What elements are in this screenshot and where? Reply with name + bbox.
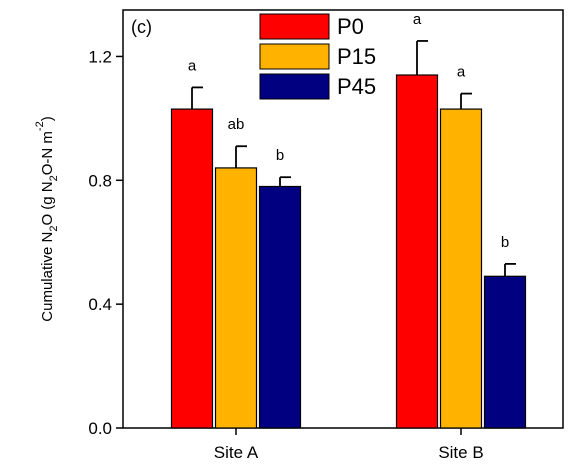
- bar: [439, 108, 483, 429]
- legend-swatch: [259, 73, 330, 100]
- significance-letter: ab: [228, 116, 245, 133]
- bar: [483, 275, 527, 429]
- significance-letter: a: [188, 57, 197, 74]
- legend-label: P0: [337, 14, 364, 39]
- plot-frame: [122, 9, 564, 429]
- x-axis: Site A Site B: [214, 428, 484, 462]
- y-axis-title: Cumulative N2O (g N2O-N m-2): [34, 116, 60, 321]
- significance-letter: a: [457, 64, 466, 81]
- y-tick-label: 0.4: [88, 295, 112, 314]
- panel-label: (c): [131, 17, 152, 37]
- significance-letter: a: [413, 11, 422, 28]
- bar: [258, 185, 302, 429]
- bar: [214, 167, 258, 429]
- y-tick-label: 1.2: [88, 47, 112, 66]
- y-tick-label: 0.0: [88, 419, 112, 438]
- y-tick-label: 0.8: [88, 171, 112, 190]
- x-category-label: Site B: [438, 443, 483, 462]
- y-axis: 0.0 0.4 0.8 1.2: [88, 47, 123, 438]
- bars: [170, 74, 527, 429]
- legend-swatch: [259, 13, 330, 40]
- error-bars: [191, 40, 516, 277]
- legend: P0 P15 P45: [259, 13, 376, 100]
- bar: [170, 108, 214, 429]
- legend-label: P15: [337, 44, 376, 69]
- legend-label: P45: [337, 74, 376, 99]
- bar: [395, 74, 439, 429]
- legend-swatch: [259, 43, 330, 70]
- significance-letter: b: [501, 234, 509, 251]
- x-category-label: Site A: [214, 443, 259, 462]
- significance-letter: b: [276, 147, 284, 164]
